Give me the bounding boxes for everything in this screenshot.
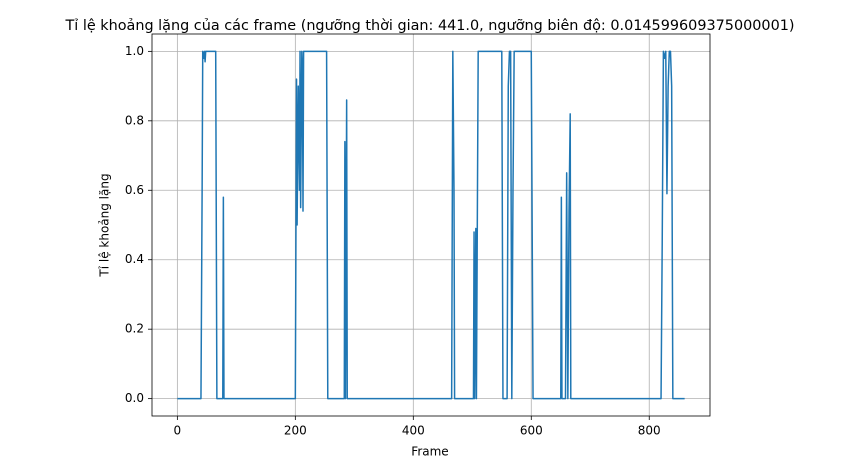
y-tick-label: 0.4 <box>125 252 144 266</box>
x-axis-label: Frame <box>411 445 448 459</box>
y-tick-label: 0.0 <box>125 391 144 405</box>
y-tick-label: 0.8 <box>125 113 144 127</box>
data-line <box>177 50 685 400</box>
x-tick-label: 200 <box>284 424 307 438</box>
x-tick-label: 400 <box>402 424 425 438</box>
chart-title: Tỉ lệ khoảng lặng của các frame (ngưỡng … <box>64 18 794 34</box>
x-tick-label: 600 <box>520 424 543 438</box>
y-axis-label: Tỉ lệ khoảng lặng <box>98 173 112 277</box>
y-tick-label: 0.6 <box>125 183 144 197</box>
x-tick-label: 0 <box>174 424 182 438</box>
plot-frame <box>151 33 711 417</box>
x-tick-label: 800 <box>638 424 661 438</box>
y-tick-label: 0.2 <box>125 322 144 336</box>
y-tick-label: 1.0 <box>125 44 144 58</box>
